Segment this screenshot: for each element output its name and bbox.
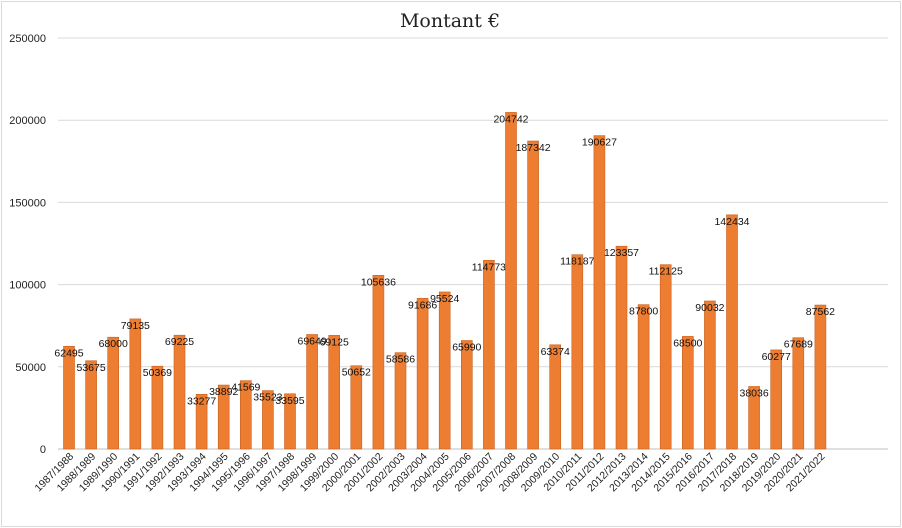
data-label: 68000 xyxy=(99,338,128,350)
data-label: 58586 xyxy=(386,354,415,366)
bar xyxy=(704,300,716,450)
bar xyxy=(394,352,407,450)
bar xyxy=(549,344,562,450)
data-label: 105636 xyxy=(361,276,396,288)
data-label: 38036 xyxy=(739,387,768,399)
data-label: 62495 xyxy=(54,347,83,359)
y-tick-label: 150000 xyxy=(9,197,46,209)
bar xyxy=(637,304,650,450)
data-label: 142434 xyxy=(714,216,749,228)
data-label: 63374 xyxy=(541,346,570,358)
data-label: 87562 xyxy=(806,306,835,318)
data-label: 68500 xyxy=(673,337,702,349)
data-label: 41569 xyxy=(231,382,260,394)
data-label: 69225 xyxy=(165,336,194,348)
y-tick-label: 50000 xyxy=(15,362,46,374)
bar xyxy=(659,264,672,450)
data-label: 112125 xyxy=(649,266,683,278)
data-label: 65990 xyxy=(452,342,481,354)
bar xyxy=(129,318,142,450)
bar xyxy=(63,345,75,450)
data-label: 33277 xyxy=(187,395,216,407)
bar xyxy=(726,214,738,450)
bar xyxy=(173,334,186,450)
data-label: 60277 xyxy=(762,351,791,363)
data-label: 33595 xyxy=(275,395,304,407)
bar xyxy=(195,393,208,450)
data-label: 190627 xyxy=(582,137,617,149)
bar xyxy=(416,297,429,450)
data-label: 95524 xyxy=(430,293,459,305)
data-label: 67689 xyxy=(784,339,813,351)
bar xyxy=(306,334,318,450)
y-tick-label: 100000 xyxy=(9,280,46,292)
data-label: 90032 xyxy=(695,302,724,314)
bar xyxy=(350,365,363,450)
data-label: 87800 xyxy=(629,306,658,318)
bar xyxy=(483,260,495,450)
bar xyxy=(284,393,296,450)
bar xyxy=(328,335,341,450)
y-tick-label: 200000 xyxy=(9,115,46,127)
bar xyxy=(814,304,827,450)
data-label: 91686 xyxy=(408,299,437,311)
bar xyxy=(748,386,760,450)
bar xyxy=(792,337,805,450)
bar xyxy=(151,365,164,450)
data-label: 69649 xyxy=(297,335,326,347)
y-tick-label: 0 xyxy=(40,444,46,456)
y-tick-label: 250000 xyxy=(9,33,46,45)
data-label: 53675 xyxy=(76,362,105,374)
bar xyxy=(505,112,517,450)
bar xyxy=(372,275,385,450)
data-label: 204742 xyxy=(493,113,528,125)
data-label: 114773 xyxy=(472,261,506,273)
data-label: 38892 xyxy=(209,386,238,398)
bar xyxy=(262,390,274,450)
bar xyxy=(438,291,451,450)
chart-title: Montant € xyxy=(399,10,501,32)
data-label: 50652 xyxy=(342,367,371,379)
bar xyxy=(460,340,473,450)
bar xyxy=(681,336,694,450)
bar xyxy=(217,384,230,450)
data-label: 69125 xyxy=(320,336,349,348)
data-label: 79135 xyxy=(121,320,150,332)
bar xyxy=(615,245,628,450)
data-label: 187342 xyxy=(516,142,551,154)
bar xyxy=(85,360,97,450)
bar xyxy=(107,336,119,450)
data-label: 35523 xyxy=(253,392,282,404)
bar xyxy=(240,380,252,450)
bar xyxy=(770,349,783,450)
bar xyxy=(593,135,606,450)
bar xyxy=(571,254,584,450)
bar xyxy=(527,140,539,450)
data-label: 118187 xyxy=(560,256,594,268)
data-label: 123357 xyxy=(604,247,639,259)
data-label: 50369 xyxy=(143,367,172,379)
